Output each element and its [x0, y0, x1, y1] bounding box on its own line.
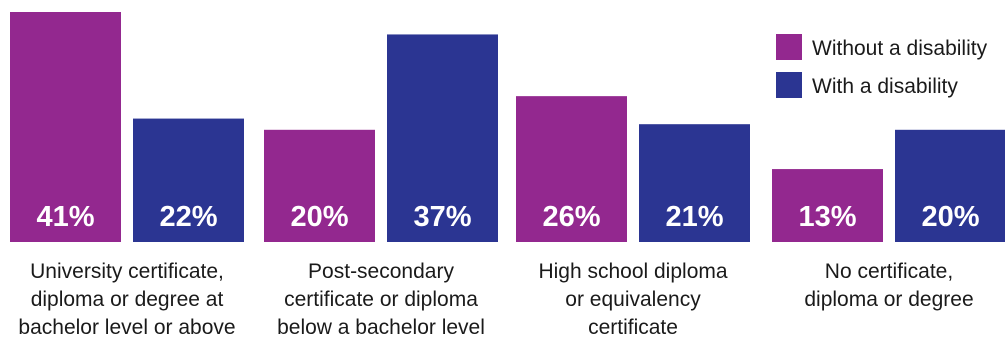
bar-value-label: 26%: [542, 201, 600, 233]
category-label-4: No certificate, diploma or degree: [804, 260, 973, 311]
bar-without-disability-4: [772, 169, 883, 242]
category-label-line: University certificate,: [30, 260, 224, 283]
category-label-line: certificate or diploma: [284, 288, 478, 311]
bar-value-label: 41%: [36, 201, 94, 233]
bar-without-disability-1: [10, 12, 121, 242]
bar-with-disability-3: [639, 124, 750, 242]
category-label-line: bachelor level or above: [18, 316, 235, 339]
bar-without-disability-2: [264, 129, 375, 242]
bar-value-label: 22%: [159, 201, 217, 233]
bar-value-label: 20%: [921, 201, 979, 233]
legend-label-with-disability: With a disability: [812, 75, 958, 98]
legend: Without a disability With a disability: [776, 34, 988, 98]
category-label-3: High school diploma or equivalency certifi…: [538, 260, 727, 339]
bar-with-disability-4: [895, 129, 1005, 242]
category-label-line: No certificate,: [825, 260, 953, 283]
bar-with-disability-2: [387, 34, 498, 242]
category-label-2: Post-secondary certificate or diploma belo…: [277, 260, 485, 339]
bar-value-label: 13%: [798, 201, 856, 233]
bar-value-label: 20%: [290, 201, 348, 233]
category-labels-layer: University certificate, diploma or degree…: [18, 260, 973, 339]
category-label-line: High school diploma: [538, 260, 727, 283]
legend-swatch-without-disability: [776, 34, 802, 60]
category-label-1: University certificate, diploma or degree…: [18, 260, 235, 339]
category-label-line: or equivalency: [565, 288, 701, 311]
category-label-line: diploma or degree: [804, 288, 973, 311]
category-label-line: certificate: [588, 316, 678, 339]
bar-without-disability-3: [516, 96, 627, 243]
bar-value-label: 21%: [665, 201, 723, 233]
legend-swatch-with-disability: [776, 72, 802, 98]
category-label-line: Post-secondary: [308, 260, 454, 283]
bar-with-disability-1: [133, 118, 244, 242]
bar-value-label: 37%: [413, 201, 471, 233]
category-label-line: diploma or degree at: [31, 288, 224, 311]
bars-layer: 41% 22% 20% 37% 26% 21% 13% 20%: [10, 12, 1005, 243]
legend-label-without-disability: Without a disability: [812, 37, 988, 60]
category-label-line: below a bachelor level: [277, 316, 485, 339]
